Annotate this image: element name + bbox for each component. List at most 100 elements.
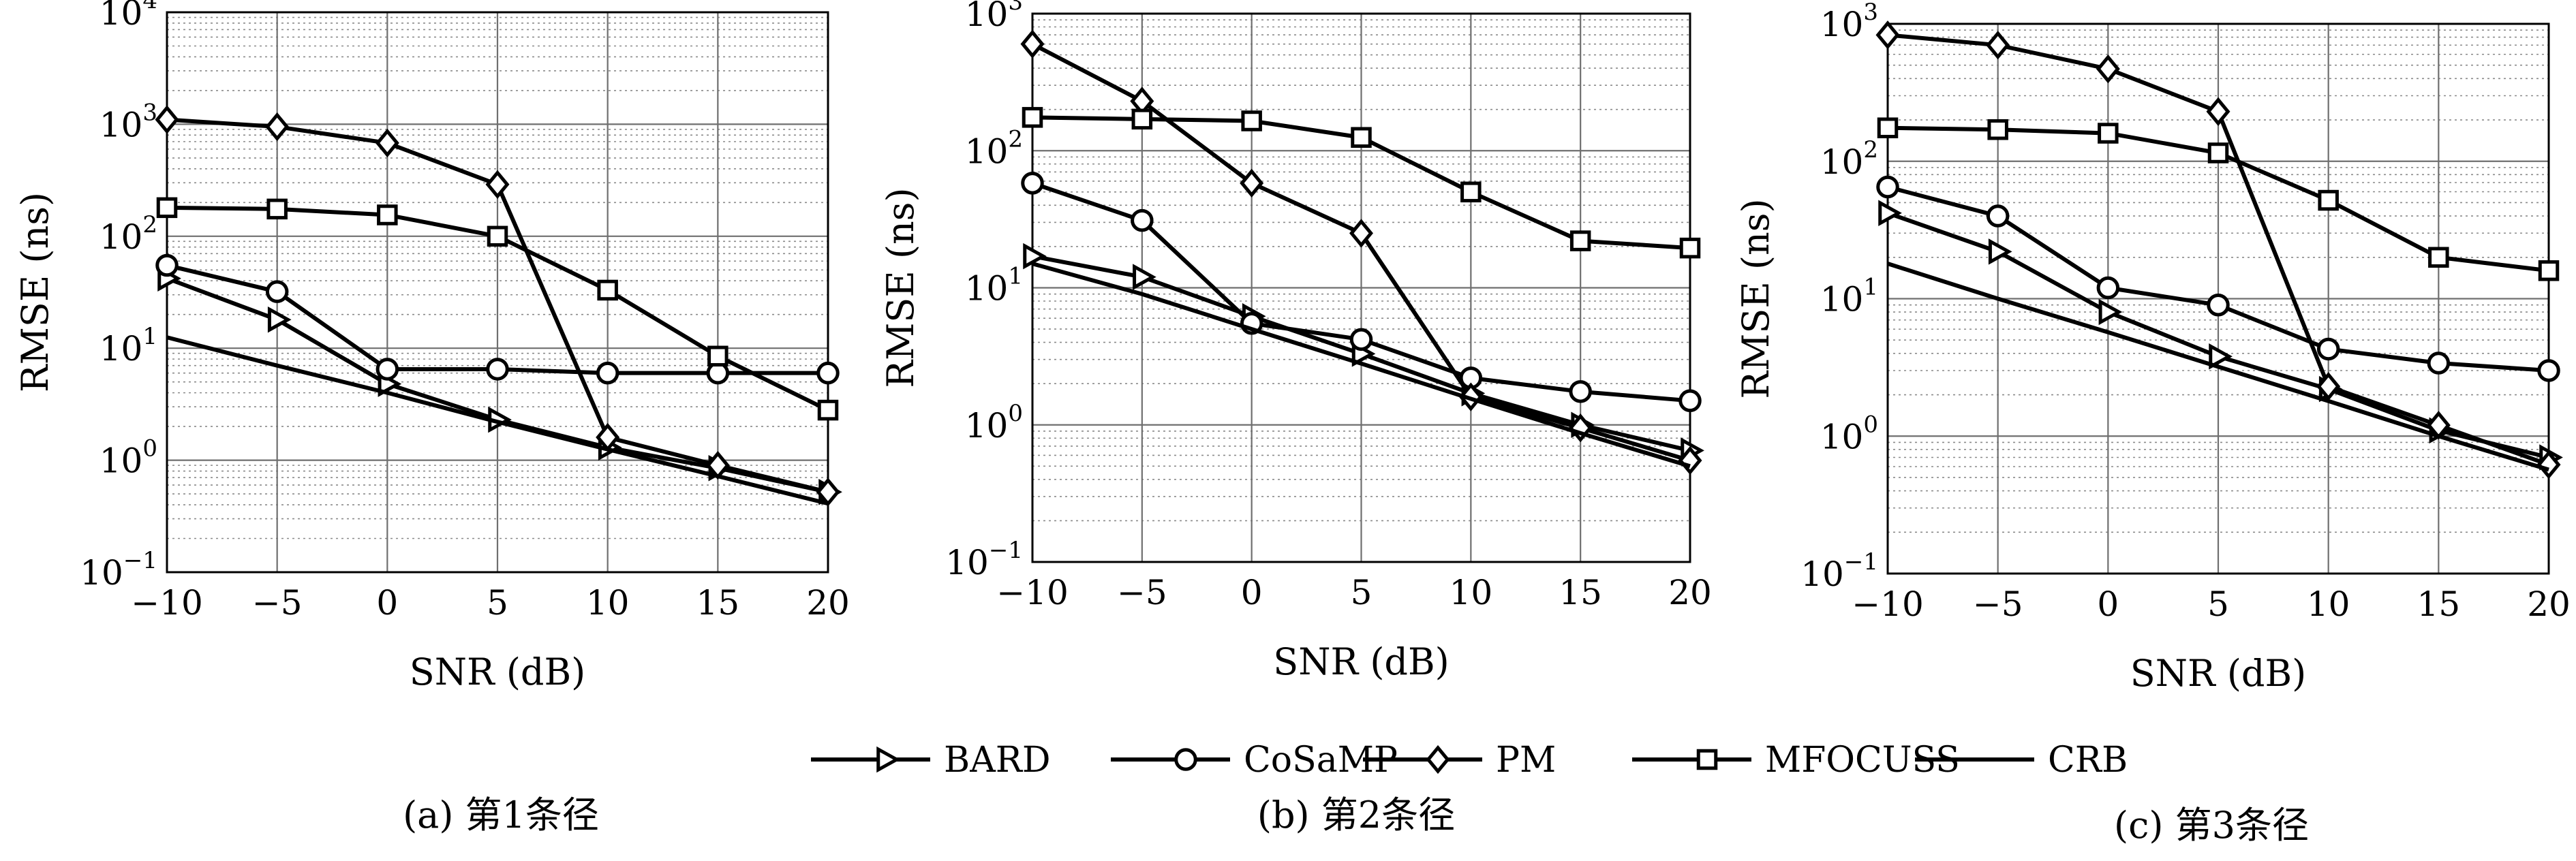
data-point-square: [1460, 181, 1482, 203]
data-point-square: [707, 345, 729, 367]
series-mfocuss: [156, 197, 839, 421]
data-point-circle: [816, 361, 840, 385]
series-mfocuss: [1877, 117, 2560, 281]
y-tick-label: 10−1: [1800, 548, 1878, 594]
legend-label: BARD: [944, 740, 1051, 781]
x-tick-label: 10: [1450, 573, 1493, 612]
data-point-circle: [1876, 175, 1899, 199]
x-tick-label: 20: [806, 583, 850, 623]
x-tick-label: −5: [252, 583, 303, 623]
x-tick-label: 15: [1559, 573, 1602, 612]
data-point-triangle: [1023, 242, 1047, 270]
data-point-square: [487, 225, 508, 247]
y-tick-label: 100: [965, 400, 1023, 445]
data-point-square: [2428, 247, 2449, 268]
data-point-diamond: [2536, 450, 2561, 480]
data-point-diamond: [2316, 372, 2341, 401]
x-tick-label: −10: [131, 583, 203, 623]
data-point-circle: [2427, 351, 2451, 375]
y-tick-label: 103: [1820, 0, 1878, 44]
data-point-diamond: [1986, 31, 2010, 60]
x-tick-label: 20: [1668, 573, 1712, 612]
data-point-circle: [375, 358, 399, 381]
data-point-square: [1241, 110, 1262, 131]
legend-item-mfocuss: MFOCUSS: [1632, 740, 1960, 781]
data-point-square: [1022, 107, 1043, 128]
y-axis-label: RMSE (ns): [879, 187, 922, 388]
data-point-circle: [1349, 328, 1373, 351]
legend-label: PM: [1496, 740, 1556, 781]
data-point-circle: [1678, 389, 1702, 413]
data-point-triangle: [1878, 200, 1902, 227]
x-tick-label: −5: [1117, 573, 1167, 612]
series-crb: [166, 335, 829, 506]
series-cosamp: [1021, 172, 1702, 413]
data-point-diamond: [1020, 29, 1045, 59]
y-tick-label: 10−1: [80, 547, 157, 593]
data-point-triangle: [267, 306, 292, 333]
legend-item-bard: BARD: [811, 740, 1051, 781]
y-axis-label: RMSE (ns): [1734, 198, 1777, 398]
y-tick-label: 102: [965, 125, 1023, 171]
panel-caption: (a) 第1条径: [403, 794, 599, 836]
data-point-square: [1877, 117, 1899, 138]
data-point-circle: [1986, 204, 2010, 228]
x-tick-label: 0: [2097, 584, 2119, 624]
data-point-square: [1131, 108, 1153, 130]
data-point-square: [2538, 260, 2560, 281]
data-point-triangle: [1133, 264, 1156, 290]
x-tick-label: 5: [2207, 584, 2229, 624]
series-mfocuss: [1022, 107, 1701, 259]
data-point-diamond: [485, 170, 510, 199]
data-point-triangle: [2098, 298, 2123, 326]
y-axis-label: RMSE (ns): [14, 192, 57, 392]
x-tick-label: −10: [1852, 584, 1924, 624]
data-point-diamond: [265, 112, 290, 142]
data-point-diamond: [1240, 168, 1264, 198]
data-point-diamond: [1568, 413, 1593, 443]
x-tick-label: 10: [2307, 584, 2350, 624]
chart-panel-2: −10 −5 0 5 10 15 20 10−1 100 101 102 103 SNR (dB) RMS…: [879, 0, 1712, 836]
legend-marker-circle: [1174, 748, 1197, 771]
x-axis-label: SNR (dB): [1273, 640, 1449, 683]
series-line: [1887, 262, 2549, 472]
x-axis-label: SNR (dB): [2130, 652, 2306, 695]
legend-marker-square: [1696, 749, 1718, 770]
x-tick-label: 5: [487, 583, 508, 623]
panel-caption: (b) 第2条径: [1257, 794, 1455, 836]
series-pm: [1020, 29, 1702, 475]
major-gridlines: [167, 12, 828, 572]
y-tick-label: 10−1: [945, 537, 1023, 582]
series-line: [1032, 262, 1691, 469]
x-axis-label: SNR (dB): [410, 651, 585, 693]
data-point-circle: [265, 280, 289, 303]
data-point-square: [1987, 119, 2008, 140]
data-point-triangle: [1988, 238, 2012, 265]
legend-item-cosamp: CoSaMP: [1111, 740, 1398, 781]
series-bard: [157, 265, 842, 505]
data-point-circle: [486, 358, 509, 381]
x-tick-label: 15: [696, 583, 740, 623]
data-point-circle: [2096, 276, 2120, 300]
series-pm: [1875, 20, 2561, 480]
data-point-diamond: [375, 128, 399, 158]
y-tick-label: 101: [965, 263, 1023, 309]
data-point-square: [2318, 189, 2339, 211]
data-point-circle: [155, 253, 179, 277]
data-point-circle: [1569, 380, 1592, 403]
data-point-diamond: [155, 105, 179, 134]
legend-marker-triangle: [876, 746, 900, 773]
x-tick-label: −10: [996, 573, 1069, 612]
data-point-diamond: [1349, 219, 1373, 248]
data-point-square: [817, 399, 839, 421]
plot-frame: [1031, 12, 1691, 563]
data-point-square: [597, 279, 618, 301]
x-tick-label: 10: [586, 583, 630, 623]
plot-frame: [166, 11, 829, 574]
data-point-square: [2207, 142, 2229, 163]
y-tick-label: 101: [1820, 274, 1878, 319]
legend-label: CRB: [2048, 740, 2128, 781]
y-tick-label: 104: [99, 0, 157, 33]
data-point-diamond: [816, 478, 840, 507]
